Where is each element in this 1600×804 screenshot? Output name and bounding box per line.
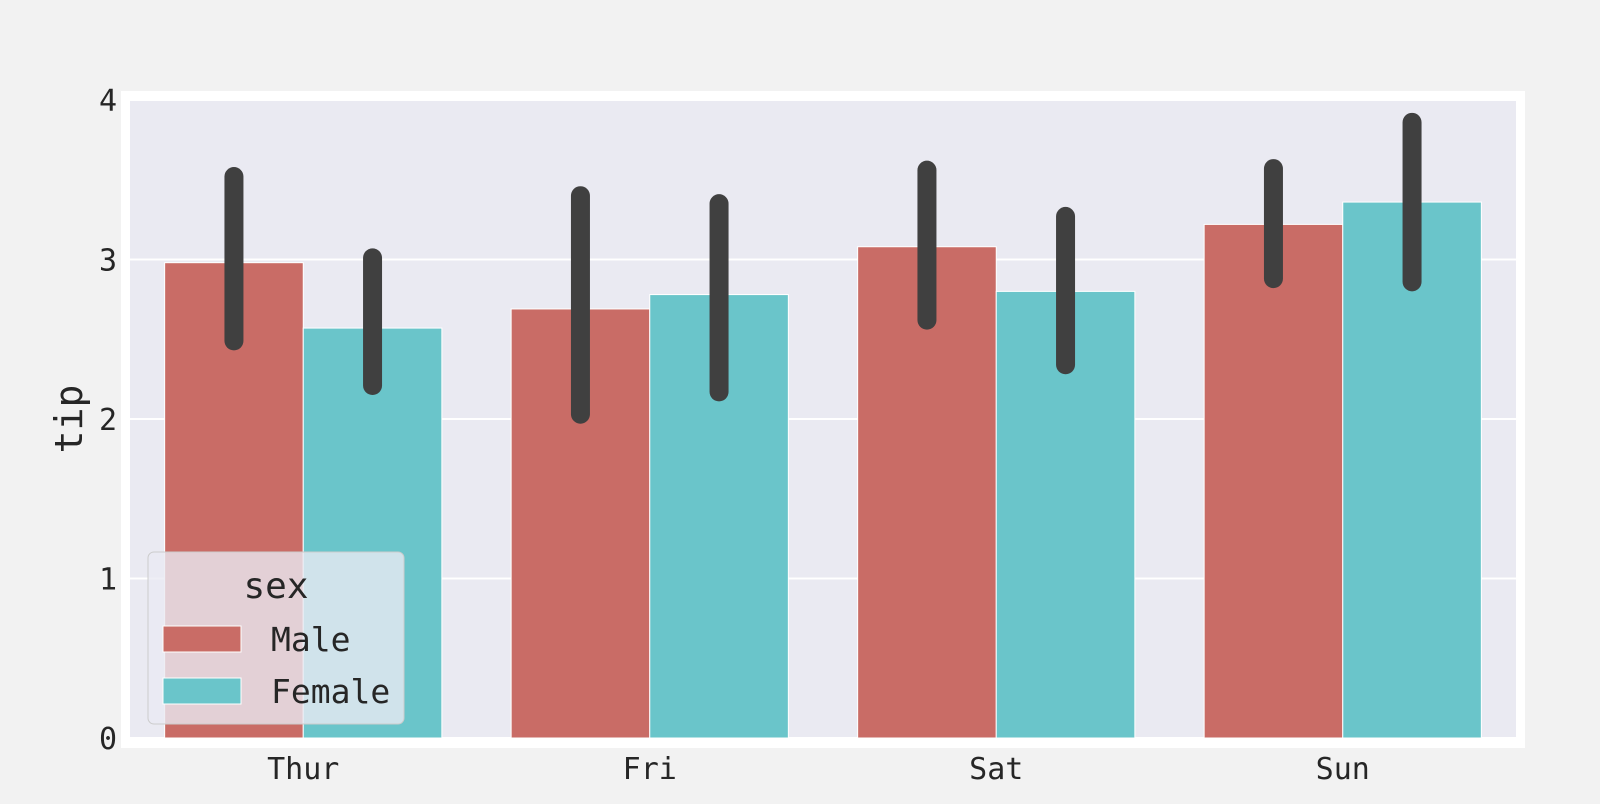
- y-tick-label: 1: [99, 563, 117, 598]
- x-axis: Thur Fri Sat Sun: [267, 752, 1370, 787]
- bar-female-sun: [1342, 201, 1482, 739]
- y-tick-label: 0: [99, 722, 117, 757]
- y-tick-label: 3: [99, 244, 117, 279]
- x-tick-label: Thur: [267, 752, 339, 787]
- legend-title: sex: [243, 566, 308, 607]
- legend-label-female: Female: [271, 672, 390, 711]
- y-axis: 0 1 2 3 4: [99, 84, 117, 757]
- legend-label-male: Male: [271, 620, 350, 659]
- y-tick-label: 2: [99, 403, 117, 438]
- errorbars-layer: [224, 112, 1422, 424]
- y-tick-label: 4: [99, 84, 117, 119]
- legend-swatch-male: [162, 625, 242, 653]
- bar-male-sun: [1203, 223, 1344, 739]
- x-tick-label: Sat: [969, 752, 1023, 787]
- y-axis-label: tip: [47, 385, 91, 454]
- legend-swatch-female: [162, 677, 242, 705]
- x-tick-label: Fri: [623, 752, 677, 787]
- x-tick-label: Sun: [1316, 752, 1370, 787]
- legend: sex Male Female: [147, 551, 405, 725]
